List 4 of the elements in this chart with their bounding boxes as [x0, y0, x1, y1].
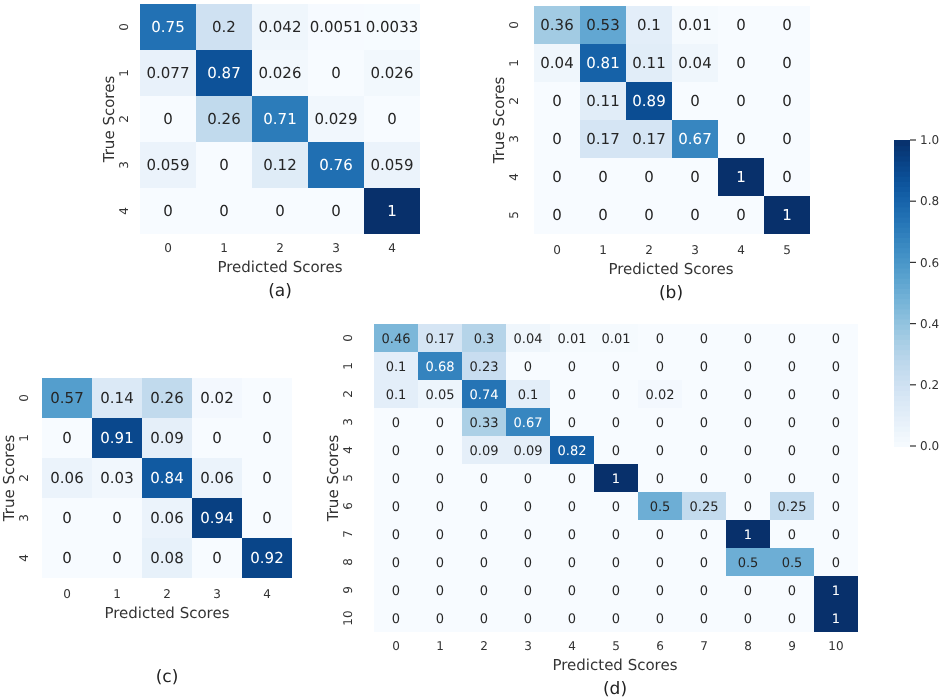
text: (a) — [268, 282, 292, 302]
text: (c) — [155, 668, 179, 688]
text: (d) — [602, 680, 628, 698]
text: (b) — [658, 284, 684, 304]
